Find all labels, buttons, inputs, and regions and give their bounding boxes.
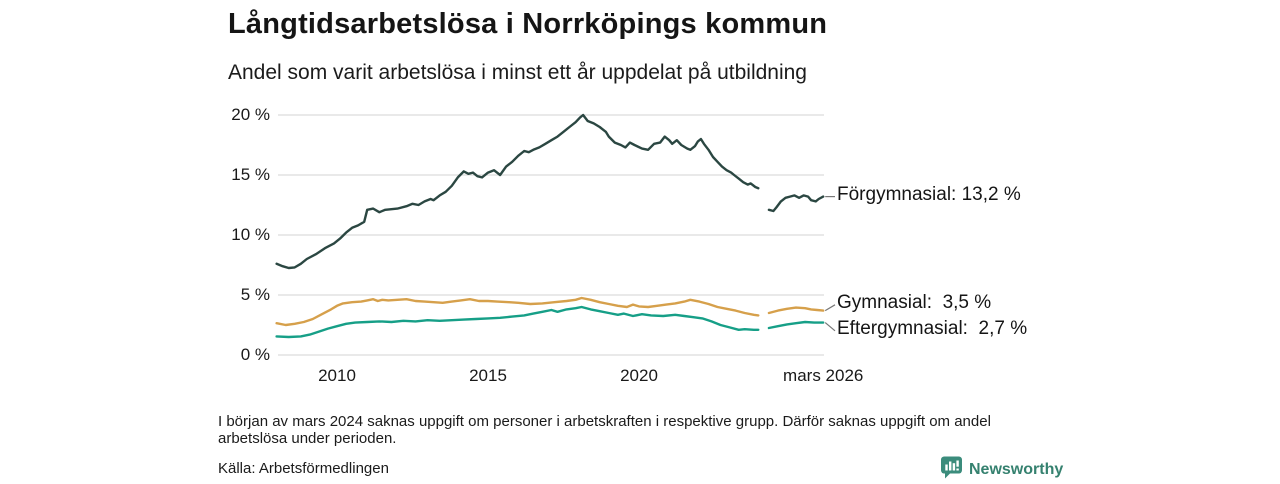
footnote: I början av mars 2024 saknas uppgift om …: [218, 413, 991, 448]
series-end-label-förgymnasial: Förgymnasial: 13,2 %: [837, 183, 1021, 205]
series-line-förgymnasial: [275, 113, 825, 270]
newsworthy-logo-text: Newsworthy: [969, 460, 1064, 478]
page-title: Långtidsarbetslösa i Norrköpings kommun: [228, 8, 828, 40]
page-subtitle: Andel som varit arbetslösa i minst ett å…: [228, 61, 807, 84]
label-connector: [824, 322, 836, 332]
series-line-gymnasial: [275, 296, 825, 327]
y-axis-tick-label: 20 %: [231, 105, 270, 124]
series-line-eftergymnasial: [275, 305, 825, 339]
x-axis-tick-label: 2020: [620, 366, 658, 385]
source-note: Källa: Arbetsförmedlingen: [218, 460, 389, 477]
y-axis-tick-label: 15 %: [231, 165, 270, 184]
newsworthy-logo: Newsworthy: [940, 455, 1063, 484]
x-axis-tick-label: 2010: [318, 366, 356, 385]
series-end-label-eftergymnasial: Eftergymnasial: 2,7 %: [837, 317, 1028, 339]
x-axis-tick-label: mars 2026: [783, 366, 864, 385]
y-axis-tick-label: 5 %: [240, 285, 270, 304]
y-axis-tick-label: 0 %: [240, 345, 270, 364]
label-connector: [824, 304, 836, 312]
y-axis-tick-label: 10 %: [231, 225, 270, 244]
series-end-label-gymnasial: Gymnasial: 3,5 %: [837, 291, 992, 313]
bar-chart-speech-bubble-icon: [940, 455, 963, 484]
x-axis-tick-label: 2015: [469, 366, 507, 385]
